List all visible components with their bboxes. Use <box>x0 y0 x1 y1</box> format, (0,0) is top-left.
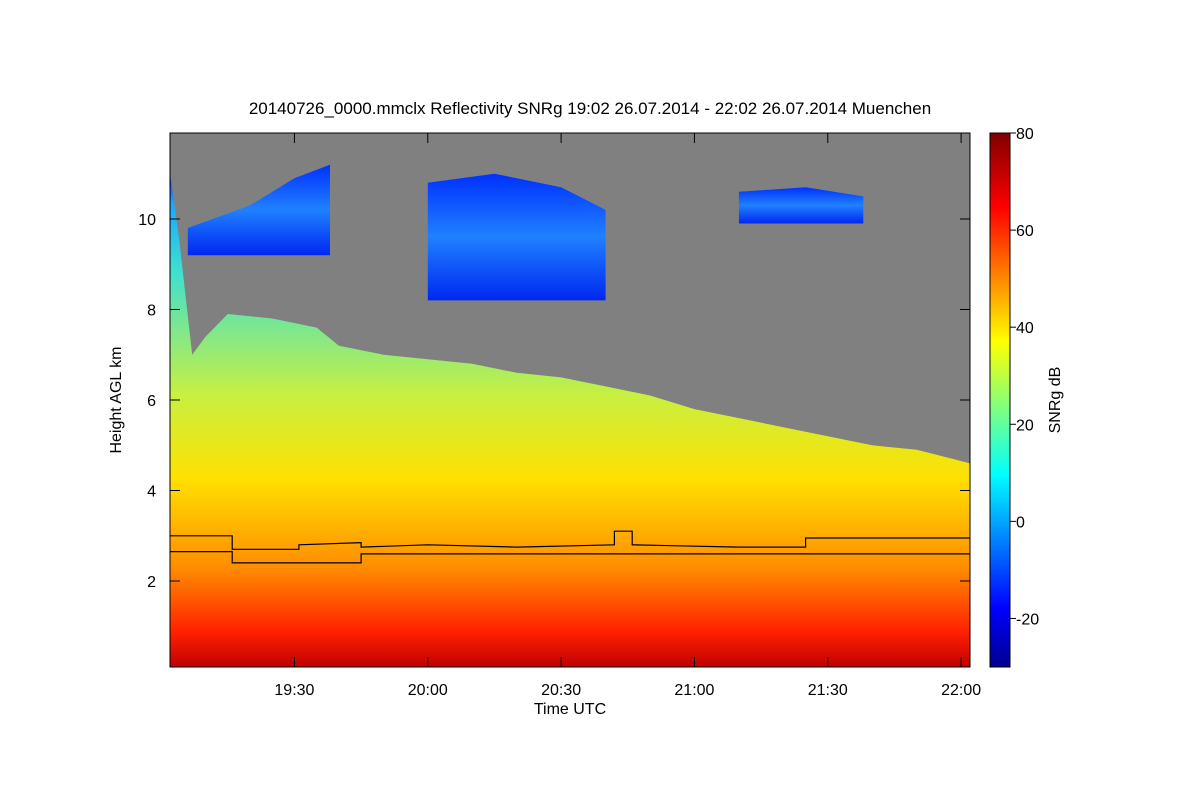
x-tick-label: 19:30 <box>274 682 314 699</box>
chart-title: 20140726_0000.mmclx Reflectivity SNRg 19… <box>249 99 931 118</box>
y-tick-label: 10 <box>138 212 156 229</box>
colorbar-tick-label: 20 <box>1016 417 1034 434</box>
y-tick-label: 8 <box>147 302 156 319</box>
colorbar <box>989 132 1011 668</box>
x-tick-label: 20:30 <box>541 682 581 699</box>
colorbar-tick-label: 60 <box>1016 223 1034 240</box>
colorbar-ticks: -20 0 20 40 60 80 <box>1010 126 1039 628</box>
y-tick-label: 6 <box>147 393 156 410</box>
x-axis: 19:30 20:00 20:30 21:00 21:30 22:00 <box>274 133 981 699</box>
x-tick-label: 21:30 <box>808 682 848 699</box>
boundary-line-2 <box>170 550 970 564</box>
cloud-layer-1 <box>170 173 970 667</box>
x-tick-label: 20:00 <box>408 682 448 699</box>
boundary-line-1 <box>170 530 970 550</box>
y-tick-label: 4 <box>147 484 156 501</box>
y-tick-label: 2 <box>147 574 156 591</box>
x-tick-label: 21:00 <box>674 682 714 699</box>
cloud-layer-3 <box>427 173 606 301</box>
y-axis-label: Height AGL km <box>108 346 125 453</box>
colorbar-tick-label: 0 <box>1016 514 1025 531</box>
colorbar-tick-label: -20 <box>1016 611 1039 628</box>
colorbar-tick-label: 80 <box>1016 126 1034 143</box>
x-axis-label: Time UTC <box>534 701 606 718</box>
cloud-layer-4 <box>738 187 864 224</box>
boundary-lines <box>170 530 970 564</box>
colorbar-label: SNRg dB <box>1047 367 1064 434</box>
y-axis: 2 4 6 8 10 <box>138 212 970 591</box>
x-tick-label: 22:00 <box>941 682 981 699</box>
cloud-layers <box>170 164 970 667</box>
colorbar-tick-label: 40 <box>1016 320 1034 337</box>
cloud-layer-2 <box>187 164 330 256</box>
